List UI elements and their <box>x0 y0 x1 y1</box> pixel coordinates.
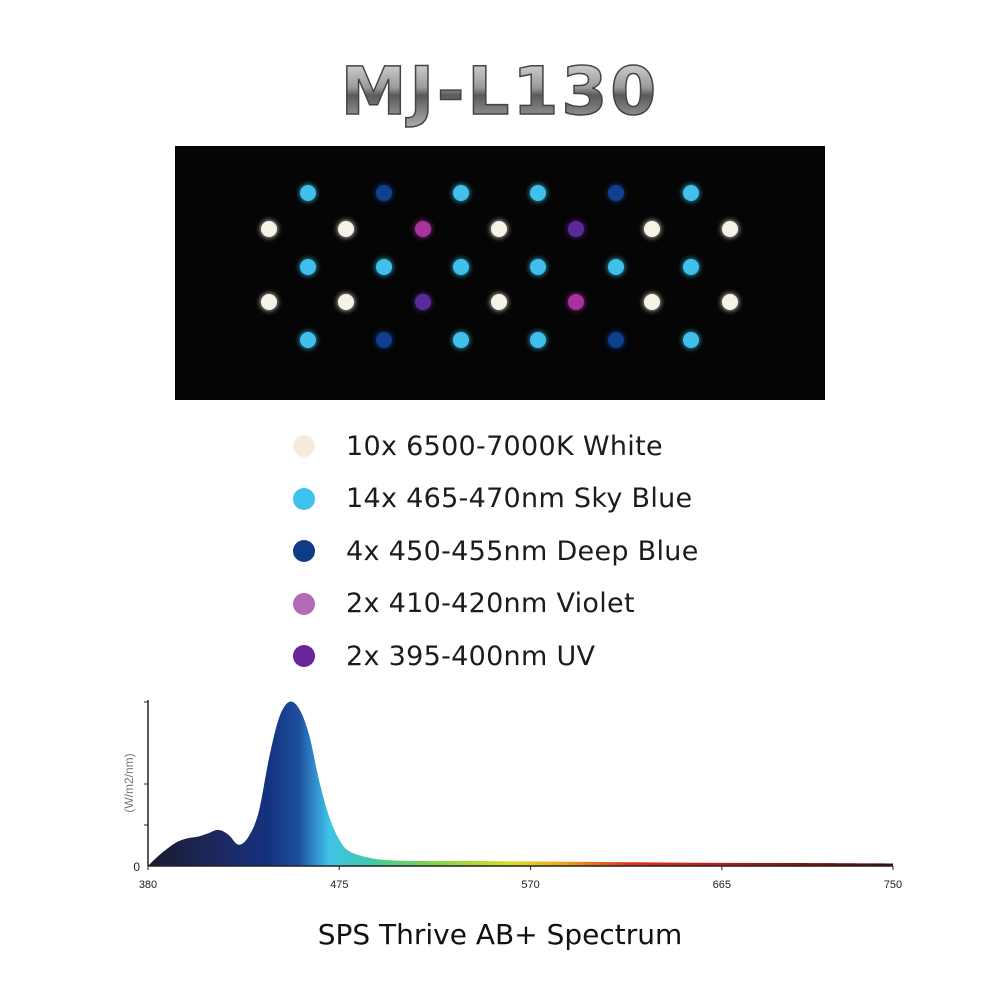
led-deep-blue <box>376 185 392 201</box>
led-white <box>491 221 507 237</box>
led-sky-blue <box>683 185 699 201</box>
led-sky-blue <box>683 332 699 348</box>
led-white <box>261 221 277 237</box>
led-white <box>722 294 738 310</box>
led-white <box>261 294 277 310</box>
legend-item: 10x 6500-7000K White <box>293 420 699 473</box>
led-violet <box>568 294 584 310</box>
led-sky-blue <box>300 185 316 201</box>
legend-color-dot <box>293 435 315 458</box>
legend-label: 2x 410-420nm Violet <box>346 588 635 620</box>
legend-label: 14x 465-470nm Sky Blue <box>346 483 693 515</box>
led-sky-blue <box>530 332 546 348</box>
led-sky-blue <box>376 259 392 275</box>
y-axis-label: (W/m2/nm) <box>122 753 136 812</box>
y-tick-label: 0 <box>133 860 140 874</box>
legend-color-dot <box>293 592 315 615</box>
spectrum-area <box>148 701 893 866</box>
legend-color-dot <box>293 487 315 510</box>
led-white <box>338 221 354 237</box>
led-white <box>491 294 507 310</box>
led-sky-blue <box>453 332 469 348</box>
x-tick-label: 475 <box>330 879 348 891</box>
led-deep-blue <box>376 332 392 348</box>
led-sky-blue <box>453 185 469 201</box>
chart-title: SPS Thrive AB+ Spectrum <box>317 918 683 951</box>
legend-item: 14x 465-470nm Sky Blue <box>293 473 699 526</box>
led-sky-blue <box>453 259 469 275</box>
led-sky-blue <box>530 185 546 201</box>
led-white <box>644 294 660 310</box>
led-deep-blue <box>608 185 624 201</box>
legend-item: 2x 410-420nm Violet <box>293 578 699 631</box>
legend-color-dot <box>293 540 315 563</box>
x-tick-label: 380 <box>139 879 157 891</box>
legend-item: 2x 395-400nm UV <box>293 630 699 683</box>
legend-label: 10x 6500-7000K White <box>346 430 663 462</box>
legend-color-dot <box>293 645 315 668</box>
led-white <box>644 221 660 237</box>
led-uv <box>568 221 584 237</box>
led-sky-blue <box>608 259 624 275</box>
x-tick-label: 750 <box>884 879 902 891</box>
product-title-text: MJ-L130 <box>341 53 659 128</box>
x-tick-label: 570 <box>521 879 539 891</box>
legend-item: 4x 450-455nm Deep Blue <box>293 525 699 578</box>
x-tick-label: 665 <box>713 879 731 891</box>
led-sky-blue <box>683 259 699 275</box>
led-violet <box>415 221 431 237</box>
led-uv <box>415 294 431 310</box>
legend-label: 4x 450-455nm Deep Blue <box>346 535 699 567</box>
led-sky-blue <box>300 259 316 275</box>
spectrum-chart: 380 475 570 665 750 0 (W/m2/nm) <box>122 700 902 891</box>
led-deep-blue <box>608 332 624 348</box>
led-white <box>722 221 738 237</box>
led-legend: 10x 6500-7000K White 14x 465-470nm Sky Bl… <box>293 420 699 683</box>
legend-label: 2x 395-400nm UV <box>346 640 596 672</box>
led-panel <box>175 146 825 400</box>
led-white <box>338 294 354 310</box>
led-sky-blue <box>300 332 316 348</box>
product-title: MJ-L130 <box>0 48 1000 132</box>
led-sky-blue <box>530 259 546 275</box>
